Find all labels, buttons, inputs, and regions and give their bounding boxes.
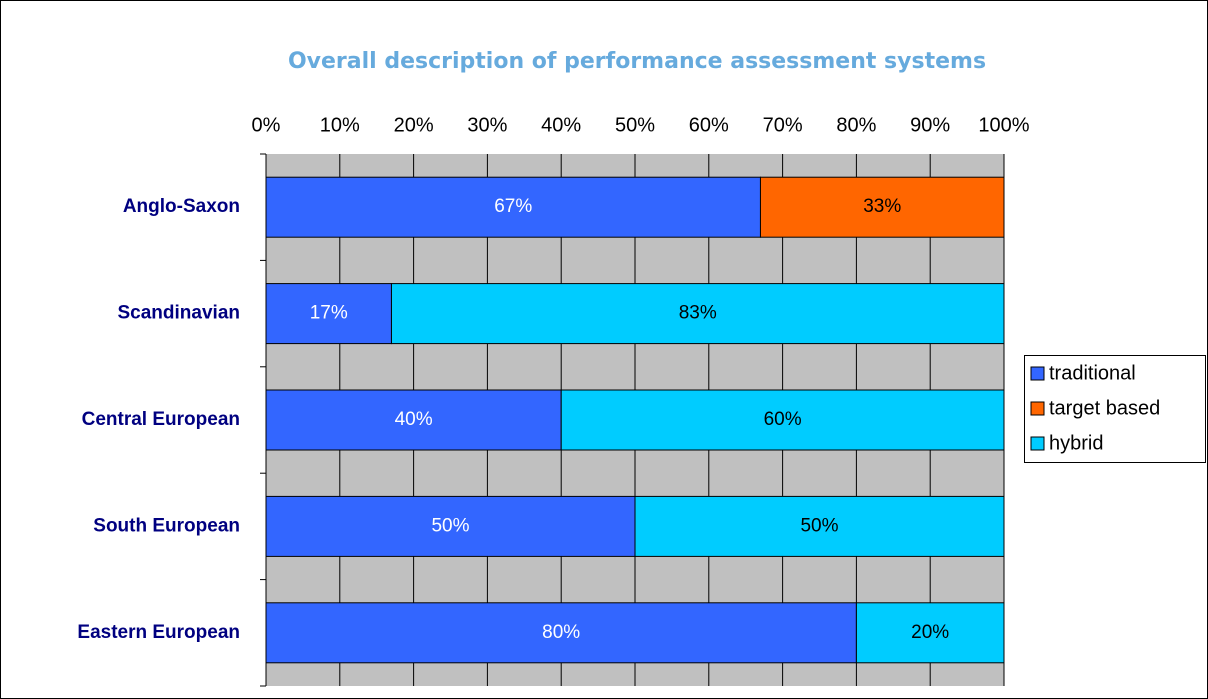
legend-box (1024, 355, 1206, 463)
value-label: 40% (395, 409, 433, 430)
value-label: 17% (310, 303, 348, 324)
bar-segment (390, 283, 1005, 345)
value-label: 50% (431, 515, 469, 536)
x-tick-label: 90% (910, 114, 950, 136)
x-tick-label: 40% (541, 114, 581, 136)
y-tick-label: Central European (82, 409, 240, 430)
legend-label: target based (1049, 397, 1160, 419)
value-label: 20% (911, 622, 949, 643)
legend-swatch (1030, 401, 1045, 416)
value-label: 50% (800, 515, 838, 536)
legend-label: traditional (1049, 362, 1136, 384)
value-label: 80% (542, 622, 580, 643)
bar-segment (265, 176, 761, 238)
y-tick-label: Scandinavian (118, 303, 241, 324)
legend-swatch (1030, 436, 1045, 451)
x-tick-label: 30% (467, 114, 507, 136)
y-tick-label: Eastern European (77, 622, 240, 643)
bar-segment (265, 495, 636, 557)
x-tick-label: 10% (320, 114, 360, 136)
x-tick-label: 100% (978, 114, 1029, 136)
legend-label: hybrid (1049, 432, 1103, 454)
y-tick-label: Anglo-Saxon (123, 196, 240, 217)
legend-swatch (1030, 366, 1045, 381)
x-tick-label: 70% (763, 114, 803, 136)
y-tick-label: South European (93, 515, 240, 536)
value-label: 67% (494, 196, 532, 217)
bar-segment (759, 176, 1005, 238)
x-tick-label: 0% (252, 114, 281, 136)
x-tick-label: 80% (836, 114, 876, 136)
x-tick-label: 60% (689, 114, 729, 136)
value-label: 33% (863, 196, 901, 217)
chart-title: Overall description of performance asses… (288, 49, 986, 74)
value-label: 60% (764, 409, 802, 430)
bar-segment (634, 495, 1005, 557)
x-tick-label: 20% (394, 114, 434, 136)
x-tick-label: 50% (615, 114, 655, 136)
bar-segment (265, 602, 857, 664)
value-label: 83% (679, 303, 717, 324)
bar-segment (855, 602, 1005, 664)
bar-segment (265, 283, 392, 345)
bar-segment (560, 389, 1005, 451)
